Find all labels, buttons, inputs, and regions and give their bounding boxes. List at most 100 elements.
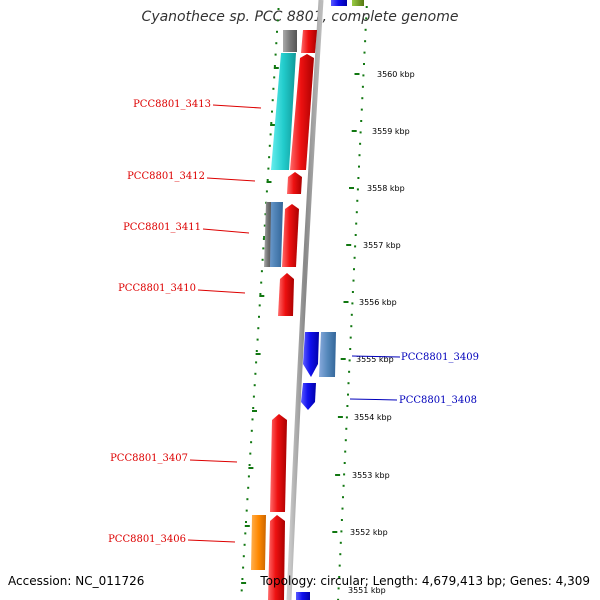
gene-label-3411[interactable]: PCC8801_3411 <box>123 222 250 234</box>
scale-tick <box>263 224 266 227</box>
scale-tick <box>270 122 273 124</box>
gene-arrow-red <box>278 273 294 316</box>
gene-arrow-red <box>287 172 302 194</box>
scale-tick <box>358 165 360 168</box>
scale-tick <box>273 67 279 69</box>
gene-label-3407[interactable]: PCC8801_3407 <box>110 453 238 464</box>
scale-tick <box>271 99 274 102</box>
scale-tick <box>332 531 338 533</box>
scale-tick <box>357 177 360 179</box>
scale-tick <box>261 258 264 261</box>
scale-tick <box>248 467 254 469</box>
gene-arrow-blue <box>301 383 316 410</box>
scale-tick <box>341 507 344 510</box>
scale-tick <box>365 6 368 8</box>
scale-tick <box>360 108 363 111</box>
scale-tick <box>247 475 250 478</box>
scale-tick <box>338 564 341 567</box>
gene-label-text[interactable]: PCC8801_3412 <box>127 171 205 182</box>
scale-tick <box>363 51 366 54</box>
scale-tick <box>266 179 269 181</box>
gene-label-text[interactable]: PCC8801_3409 <box>401 352 479 363</box>
scale-tick <box>338 576 341 578</box>
scale-tick <box>275 42 278 45</box>
scale-tick <box>271 110 273 113</box>
scale-tick <box>255 353 261 355</box>
scale-tick <box>351 291 354 293</box>
kbp-tick-label: 3558 kbp <box>367 184 405 193</box>
scale-tick <box>270 124 276 126</box>
feature-cyan <box>271 53 296 170</box>
scale-tick <box>255 350 258 352</box>
scale-tick <box>337 598 340 600</box>
scale-tick <box>246 498 249 501</box>
scale-tick <box>347 393 349 396</box>
scale-tick <box>340 358 346 360</box>
gene-label-3408[interactable]: PCC8801_3408 <box>349 395 477 406</box>
scale-tick <box>339 553 342 556</box>
gene-label-text[interactable]: PCC8801_3407 <box>110 453 188 464</box>
scale-tick <box>247 486 250 489</box>
scale-tick <box>364 40 367 43</box>
scale-tick <box>343 301 349 303</box>
scale-tick <box>252 407 255 409</box>
gene-label-text[interactable]: PCC8801_3410 <box>118 283 196 294</box>
scale-tick <box>362 74 365 77</box>
scale-tick <box>343 473 346 476</box>
gene-label-3406[interactable]: PCC8801_3406 <box>108 534 236 545</box>
feature-gray-small <box>264 202 271 267</box>
kbp-tick-label: 3555 kbp <box>356 355 394 364</box>
scale-tick <box>272 87 275 90</box>
gene-label-3409[interactable]: PCC8801_3409 <box>351 352 479 363</box>
scale-tick <box>349 336 352 339</box>
scale-tick <box>364 28 367 31</box>
kbp-tick-label: 3553 kbp <box>352 471 390 480</box>
scale-tick <box>344 450 347 453</box>
scale-tick <box>269 133 272 136</box>
scale-tick <box>242 555 245 558</box>
kbp-tick-label: 3551 kbp <box>348 586 386 595</box>
scale-tick <box>251 418 254 421</box>
kbp-tick-label: 3557 kbp <box>363 241 401 250</box>
scale-tick <box>249 452 252 455</box>
scale-tick <box>274 53 277 56</box>
gene-arrow-blue <box>303 332 319 377</box>
scale-tick <box>276 19 279 22</box>
gene-label-3413[interactable]: PCC8801_3413 <box>133 99 262 110</box>
scale-tick <box>360 120 363 122</box>
gene-label-text[interactable]: PCC8801_3413 <box>133 99 211 110</box>
scale-tick <box>351 130 357 132</box>
scale-tick <box>241 578 244 580</box>
kbp-tick-label: 3559 kbp <box>372 127 410 136</box>
scale-tick <box>266 181 272 183</box>
scale-tick <box>268 144 271 147</box>
scale-tick <box>355 211 358 214</box>
gene-arrow-red <box>282 204 299 267</box>
map-title: Cyanothece sp. PCC 8801, complete genome <box>141 9 459 25</box>
scale-tick <box>359 131 362 134</box>
gene-label-text[interactable]: PCC8801_3406 <box>108 534 186 545</box>
scale-tick <box>347 382 350 385</box>
scale-tick <box>344 439 347 442</box>
scale-tick <box>356 199 359 202</box>
gene-label-text[interactable]: PCC8801_3411 <box>123 222 201 233</box>
scale-tick <box>354 234 357 236</box>
scale-tick <box>260 270 263 273</box>
scale-tick <box>276 30 278 33</box>
gene-arrow-blue <box>319 332 336 377</box>
gene-label-text[interactable]: PCC8801_3408 <box>399 395 477 406</box>
gene-label-3412[interactable]: PCC8801_3412 <box>127 171 256 182</box>
scale-tick <box>260 281 263 284</box>
scale-tick <box>348 359 351 362</box>
scale-tick <box>248 464 251 466</box>
scale-tick <box>339 541 342 544</box>
kbp-tick-label: 3556 kbp <box>359 298 397 307</box>
gene-label-3410[interactable]: PCC8801_3410 <box>118 283 246 294</box>
scale-tick <box>350 325 353 328</box>
scale-tick <box>355 222 358 225</box>
scale-tick <box>359 142 362 145</box>
scale-tick <box>242 566 245 569</box>
scale-tick <box>245 521 247 523</box>
scale-tick <box>241 582 247 584</box>
